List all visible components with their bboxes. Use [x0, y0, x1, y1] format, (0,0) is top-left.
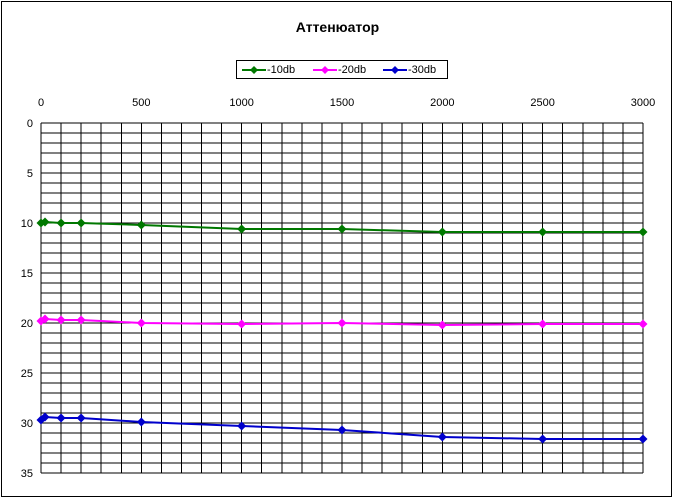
- data-point-series-2: [136, 417, 146, 427]
- y-tick-label: 5: [27, 168, 33, 180]
- data-point-series-0: [40, 217, 50, 227]
- y-tick-label: 20: [21, 318, 33, 330]
- data-point-series-0: [337, 224, 347, 234]
- y-tick-label: 30: [21, 418, 33, 430]
- legend-item-10db: -10db: [242, 63, 307, 77]
- data-point-series-1: [40, 314, 50, 324]
- x-tick-label: 3000: [631, 97, 655, 109]
- legend-item-20db: -20db: [313, 63, 378, 77]
- legend: -10db -20db -30db: [236, 60, 448, 79]
- x-tick-label: 1000: [229, 97, 253, 109]
- data-point-series-0: [437, 227, 447, 237]
- data-point-series-2: [638, 434, 648, 444]
- x-tick-label: 1500: [330, 97, 354, 109]
- legend-label-10db: -10db: [267, 64, 296, 76]
- data-point-series-1: [638, 319, 648, 329]
- legend-marker-10db: [242, 66, 266, 74]
- x-tick-label: 2000: [430, 97, 454, 109]
- data-point-series-2: [237, 421, 247, 431]
- y-tick-label: 15: [21, 268, 33, 280]
- data-point-series-0: [56, 218, 66, 228]
- x-tick-label: 500: [132, 97, 150, 109]
- legend-label-30db: -30db: [408, 64, 437, 76]
- data-point-series-1: [437, 320, 447, 330]
- data-point-series-1: [136, 318, 146, 328]
- y-tick-label: 35: [21, 468, 33, 480]
- data-point-series-1: [337, 318, 347, 328]
- data-point-series-0: [136, 220, 146, 230]
- y-tick-label: 10: [21, 218, 33, 230]
- y-tick-label: 0: [27, 118, 33, 130]
- legend-item-30db: -30db: [383, 63, 448, 77]
- data-point-series-2: [437, 432, 447, 442]
- chart-title: Аттенюатор: [295, 19, 380, 35]
- data-point-series-0: [638, 227, 648, 237]
- data-point-series-0: [76, 218, 86, 228]
- data-point-series-1: [56, 315, 66, 325]
- data-point-series-2: [538, 434, 548, 444]
- data-point-series-0: [237, 224, 247, 234]
- legend-marker-30db: [383, 66, 407, 74]
- data-point-series-1: [538, 319, 548, 329]
- series-line-1: [40, 317, 643, 327]
- y-tick-label: 25: [21, 368, 33, 380]
- series-line-2: [40, 415, 643, 440]
- x-tick-label: 0: [38, 97, 44, 109]
- data-point-series-2: [76, 413, 86, 423]
- data-point-series-2: [40, 412, 50, 422]
- data-point-series-0: [538, 227, 548, 237]
- data-point-series-2: [56, 413, 66, 423]
- legend-label-20db: -20db: [338, 64, 367, 76]
- data-point-series-1: [237, 319, 247, 329]
- legend-marker-20db: [313, 66, 337, 74]
- data-point-series-1: [76, 315, 86, 325]
- data-point-series-2: [337, 425, 347, 435]
- x-tick-label: 2500: [530, 97, 554, 109]
- series-line-0: [40, 220, 643, 233]
